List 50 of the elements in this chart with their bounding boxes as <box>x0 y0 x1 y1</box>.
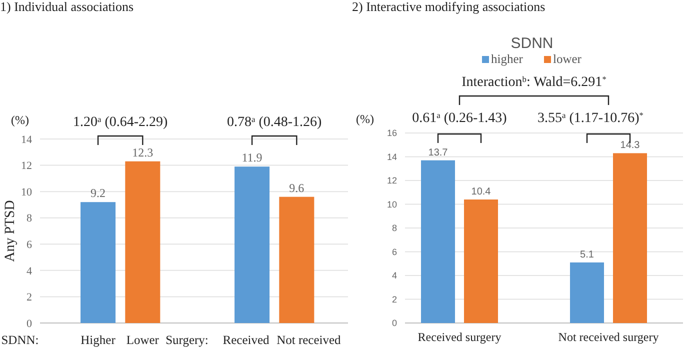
data-label: 9.6 <box>289 180 304 195</box>
bar <box>613 153 647 323</box>
text: Interaction$^{b}$: Wald=6.291$^{*}$ <box>462 74 606 90</box>
x-tick-label: Not received surgery <box>558 330 659 344</box>
y-tick-label: 0 <box>392 318 397 328</box>
y-tick-label: 12 <box>386 176 397 186</box>
y-tick-label: 10 <box>386 199 397 210</box>
y-tick-label: 8 <box>392 223 397 234</box>
x-tick-label: Received <box>222 333 270 347</box>
data-label: 14.3 <box>620 140 640 152</box>
data-label: 12.3 <box>132 145 154 160</box>
y-tick-label: 0 <box>26 318 32 330</box>
x-tick-label: Received surgery <box>418 330 502 344</box>
legend-label: lower <box>553 52 582 66</box>
y-tick-label: 14 <box>21 134 32 146</box>
legend-title: SDNN <box>510 35 554 52</box>
y-tick-label: 14 <box>386 152 397 162</box>
data-label: 10.4 <box>471 186 492 198</box>
y-tick-label: 2 <box>392 294 397 304</box>
text: SDNN: <box>1 333 39 347</box>
y-tick-label: 8 <box>26 212 32 225</box>
data-label: 9.2 <box>90 186 106 200</box>
y-axis-title: Any PTSD <box>3 200 18 262</box>
y-tick-label: 12 <box>21 160 32 172</box>
bar <box>570 262 604 323</box>
text: (%) <box>11 113 29 127</box>
bar <box>464 200 498 323</box>
data-label: 11.9 <box>242 150 262 165</box>
text: 1.20$^{a}$ (0.64-2.29) <box>72 114 168 130</box>
legend-label: higher <box>491 52 524 66</box>
chart-title: 2) Interactive modifying associations <box>352 0 546 14</box>
bar <box>421 160 455 323</box>
x-tick-label: Higher <box>80 333 116 347</box>
text: 3.55$^{a}$ (1.17-10.76)$^{*}$ <box>538 110 644 126</box>
y-tick-label: 6 <box>26 238 32 251</box>
y-tick-label: 4 <box>392 270 397 281</box>
data-label: 13.7 <box>428 147 448 158</box>
x-tick-label: Not received <box>276 333 342 347</box>
text: 0.78$^{a}$ (0.48-1.26) <box>226 114 322 130</box>
chart-title: 1) Individual associations <box>0 0 134 14</box>
data-label: 5.1 <box>580 249 594 260</box>
y-tick-label: 10 <box>21 186 32 198</box>
text: 0.61$^{a}$ (0.26-1.43) <box>412 110 508 126</box>
text: Surgery: <box>166 333 208 347</box>
y-tick-label: 4 <box>26 265 32 278</box>
y-tick-label: 6 <box>392 246 397 257</box>
text: (%) <box>356 112 374 126</box>
y-tick-label: 16 <box>386 128 397 138</box>
y-tick-label: 2 <box>26 292 32 304</box>
x-tick-label: Lower <box>126 333 160 347</box>
